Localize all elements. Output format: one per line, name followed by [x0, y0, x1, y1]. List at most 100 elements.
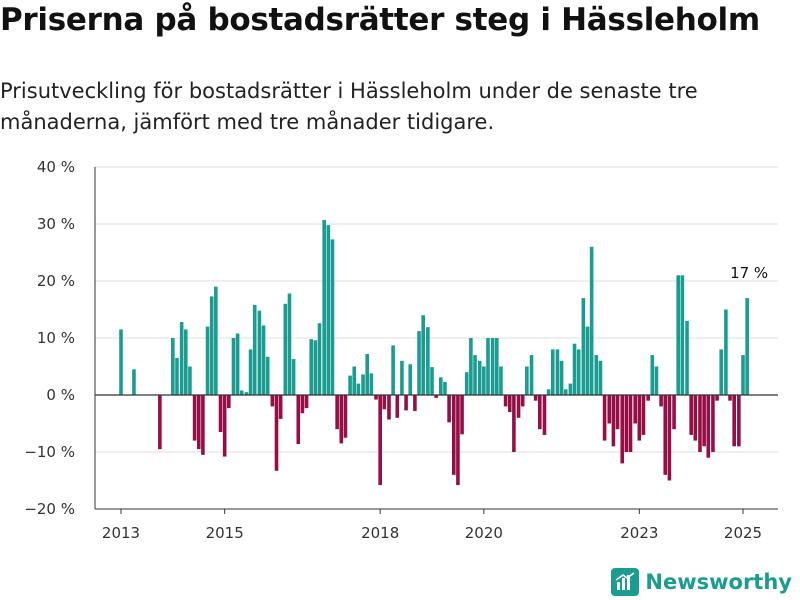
bar — [356, 383, 361, 395]
bar — [516, 395, 521, 418]
bar — [542, 395, 547, 435]
bar — [231, 338, 236, 395]
bar — [261, 325, 266, 395]
y-tick-label: −10 % — [24, 443, 75, 461]
bar — [205, 326, 210, 395]
tick-labels: 40 % 30 % 20 % 10 % 0 % −10 % −20 % 2013 2015 201… — [24, 158, 768, 542]
bar — [227, 395, 231, 409]
bar — [607, 395, 612, 424]
bar — [132, 369, 136, 395]
bar — [473, 355, 477, 395]
gridlines — [95, 166, 778, 510]
bar — [235, 333, 240, 395]
bar — [525, 366, 529, 395]
bar — [413, 395, 417, 411]
bar — [503, 395, 508, 407]
bar — [633, 395, 637, 424]
bar — [624, 395, 629, 452]
bar — [685, 320, 689, 395]
bar — [365, 353, 370, 395]
bar — [348, 375, 352, 395]
bar — [300, 395, 305, 414]
bar — [188, 366, 192, 395]
brand-logo: Newsworthy — [611, 568, 792, 596]
bar — [650, 355, 655, 395]
bar — [507, 395, 512, 413]
bar — [309, 339, 314, 395]
bar — [421, 315, 425, 395]
bar — [400, 360, 404, 395]
bar — [490, 338, 495, 395]
y-tick-label: 30 % — [37, 215, 75, 233]
bar — [274, 395, 279, 471]
bar — [711, 395, 715, 452]
bar — [330, 239, 335, 395]
bar — [538, 395, 542, 430]
bar — [715, 395, 719, 401]
bar — [339, 395, 344, 444]
bar — [698, 395, 702, 452]
bar — [568, 383, 573, 395]
bar — [719, 349, 724, 395]
bar — [201, 395, 205, 455]
bar — [555, 349, 560, 395]
bar — [689, 395, 693, 435]
bar — [196, 395, 201, 450]
bar — [252, 304, 257, 395]
bar — [594, 355, 599, 395]
bar — [456, 395, 460, 486]
y-tick-label: 40 % — [37, 158, 75, 176]
bar — [283, 303, 288, 395]
bar — [745, 298, 749, 395]
x-tick-label: 2025 — [724, 524, 762, 542]
x-tick-label: 2020 — [465, 524, 503, 542]
bar — [317, 323, 322, 395]
bar — [404, 395, 408, 411]
bar — [434, 395, 438, 398]
bar — [171, 338, 175, 395]
bar — [270, 395, 275, 407]
bar — [737, 395, 741, 447]
bar — [214, 286, 218, 395]
bar — [611, 395, 616, 447]
bar — [482, 366, 486, 395]
bar — [378, 395, 382, 486]
x-tick-label: 2023 — [620, 524, 658, 542]
bar — [520, 395, 525, 407]
bar — [728, 395, 732, 401]
bar — [382, 395, 387, 410]
bar — [646, 395, 650, 401]
x-tick-label: 2013 — [102, 524, 140, 542]
bar — [291, 359, 296, 395]
bar — [218, 395, 223, 433]
bar — [494, 338, 499, 395]
bar — [598, 360, 603, 395]
bar — [239, 390, 244, 395]
bar — [183, 329, 188, 395]
bar — [529, 355, 534, 395]
bar — [663, 395, 668, 475]
bar — [724, 309, 728, 395]
last-value-annotation: 17 % — [730, 264, 768, 282]
bar — [430, 367, 434, 395]
bar — [426, 327, 430, 395]
bar — [374, 395, 378, 400]
bar — [460, 395, 464, 435]
bar — [672, 395, 676, 430]
bar — [654, 366, 659, 395]
bar — [581, 298, 586, 395]
bar — [119, 329, 123, 395]
bar — [563, 389, 568, 395]
bar — [313, 340, 318, 395]
bar — [620, 395, 625, 464]
bar — [248, 349, 253, 395]
bar — [499, 366, 503, 395]
bar — [326, 225, 331, 395]
y-tick-label: 20 % — [37, 272, 75, 290]
bar — [395, 395, 400, 418]
bar — [296, 395, 301, 445]
bar — [304, 395, 309, 409]
bar — [343, 395, 348, 438]
bar — [443, 381, 447, 395]
bar — [439, 377, 443, 395]
